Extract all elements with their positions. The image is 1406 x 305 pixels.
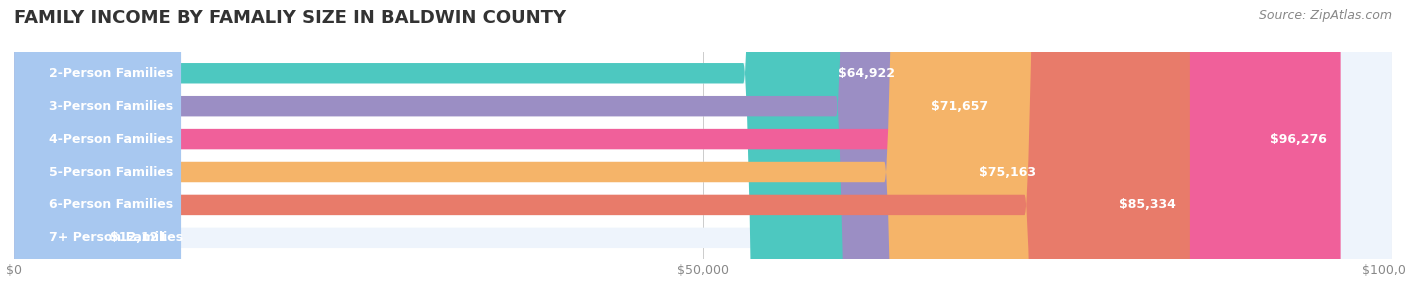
Text: FAMILY INCOME BY FAMALIY SIZE IN BALDWIN COUNTY: FAMILY INCOME BY FAMALIY SIZE IN BALDWIN… xyxy=(14,9,567,27)
Text: 7+ Person Families: 7+ Person Families xyxy=(48,231,183,244)
FancyBboxPatch shape xyxy=(14,0,1392,305)
FancyBboxPatch shape xyxy=(14,0,1050,305)
Text: $75,163: $75,163 xyxy=(979,166,1036,178)
FancyBboxPatch shape xyxy=(14,0,1392,305)
FancyBboxPatch shape xyxy=(14,0,908,305)
Text: 4-Person Families: 4-Person Families xyxy=(48,133,173,145)
Text: 6-Person Families: 6-Person Families xyxy=(48,199,173,211)
FancyBboxPatch shape xyxy=(14,0,1392,305)
Text: 5-Person Families: 5-Person Families xyxy=(48,166,173,178)
Text: $85,334: $85,334 xyxy=(1119,199,1175,211)
Text: 3-Person Families: 3-Person Families xyxy=(48,100,173,113)
Text: $12,121: $12,121 xyxy=(110,231,167,244)
FancyBboxPatch shape xyxy=(14,0,1341,305)
Text: $64,922: $64,922 xyxy=(838,67,894,80)
FancyBboxPatch shape xyxy=(14,0,1392,305)
FancyBboxPatch shape xyxy=(14,0,1189,305)
Text: 2-Person Families: 2-Person Families xyxy=(48,67,173,80)
Text: $71,657: $71,657 xyxy=(931,100,987,113)
Text: $96,276: $96,276 xyxy=(1270,133,1327,145)
Text: Source: ZipAtlas.com: Source: ZipAtlas.com xyxy=(1258,9,1392,22)
FancyBboxPatch shape xyxy=(14,0,1001,305)
FancyBboxPatch shape xyxy=(14,0,181,305)
FancyBboxPatch shape xyxy=(14,0,1392,305)
FancyBboxPatch shape xyxy=(14,0,1392,305)
